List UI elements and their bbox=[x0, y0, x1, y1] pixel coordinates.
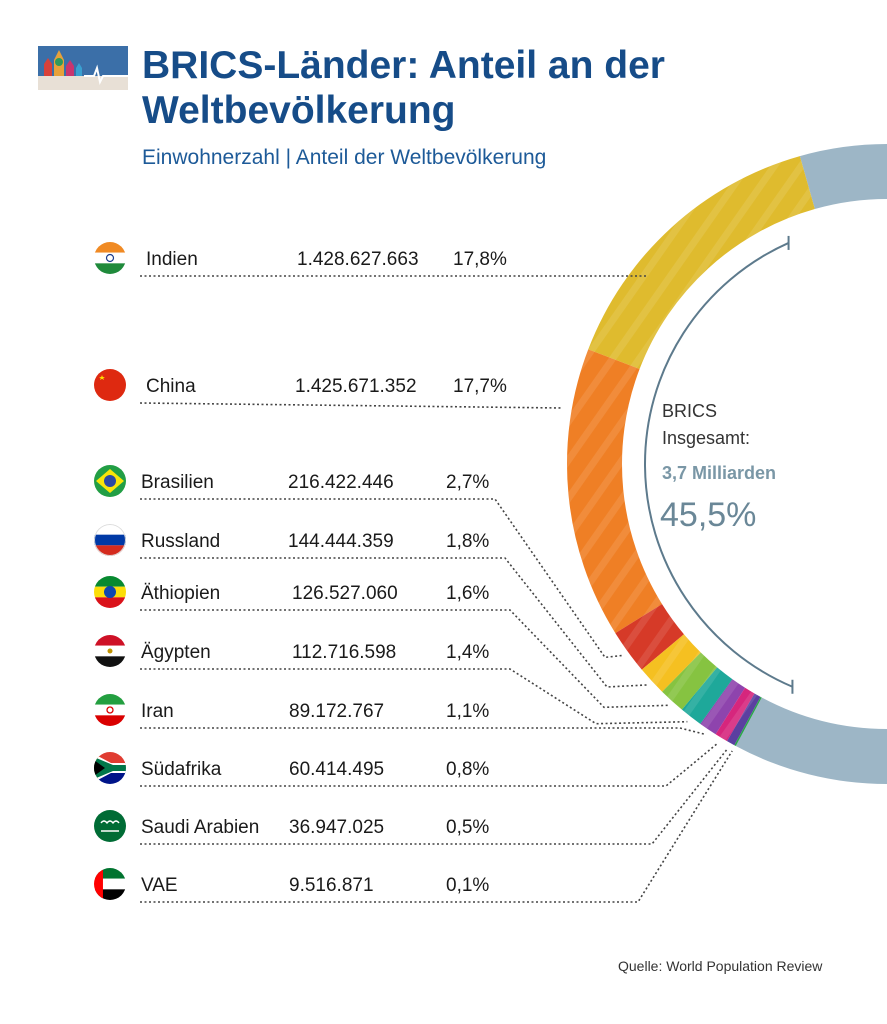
share-aegypten: 1,4% bbox=[446, 642, 489, 663]
center-share-value: 45,5% bbox=[660, 496, 756, 534]
brazil-flag-icon bbox=[94, 465, 126, 497]
share-aethiopien: 1,6% bbox=[446, 583, 489, 604]
population-china: 1.425.671.352 bbox=[295, 376, 417, 397]
population-indien: 1.428.627.663 bbox=[297, 249, 419, 270]
segment-texture-indien bbox=[588, 156, 815, 370]
kremlin-logo-icon bbox=[38, 46, 128, 90]
row-suedafrika: Südafrika 60.414.495 0,8% bbox=[94, 752, 489, 784]
country-name-vae: VAE bbox=[141, 875, 178, 896]
leader-line-aethiopien bbox=[140, 609, 668, 709]
center-total-value: 3,7 Milliarden bbox=[662, 463, 776, 483]
row-russland: Russland 144.444.359 1,8% bbox=[94, 524, 489, 556]
row-china: China 1.425.671.352 17,7% bbox=[94, 369, 507, 401]
country-name-indien: Indien bbox=[146, 249, 198, 270]
leader-line-suedafrika bbox=[140, 742, 719, 787]
population-iran: 89.172.767 bbox=[289, 701, 384, 722]
south-africa-flag-icon bbox=[94, 752, 126, 784]
page-title-line-2: Weltbevölkerung bbox=[142, 89, 456, 132]
segment-texture-suedafrika bbox=[715, 687, 755, 742]
leader-line-china bbox=[139, 402, 563, 409]
share-suedafrika: 0,8% bbox=[446, 759, 489, 780]
row-aegypten: Ägypten 112.716.598 1,4% bbox=[94, 635, 489, 667]
center-label-total: Insgesamt: bbox=[662, 428, 750, 448]
segment-texture-aegypten bbox=[681, 667, 733, 724]
leader-line-brasilien bbox=[140, 498, 624, 659]
bracket-arc bbox=[644, 242, 793, 688]
population-saudi-arabien: 36.947.025 bbox=[289, 817, 384, 838]
country-name-suedafrika: Südafrika bbox=[141, 759, 222, 780]
page-subtitle: Einwohnerzahl | Anteil der Weltbevölkeru… bbox=[142, 146, 547, 169]
segment-texture-vae bbox=[734, 696, 762, 747]
segment-texture-russland bbox=[641, 634, 701, 692]
segment-texture-china bbox=[567, 349, 663, 634]
rest-of-world-arc-bottom bbox=[735, 697, 887, 784]
page-title-line-1: BRICS-Länder: Anteil an der bbox=[142, 44, 665, 87]
leader-line-russland bbox=[140, 557, 648, 688]
segment-texture-brasilien bbox=[615, 604, 684, 670]
row-brasilien: Brasilien 216.422.446 2,7% bbox=[94, 465, 489, 497]
brics-logo bbox=[38, 46, 128, 90]
share-brasilien: 2,7% bbox=[446, 472, 489, 493]
row-indien: Indien 1.428.627.663 17,8% bbox=[94, 242, 507, 274]
population-aegypten: 112.716.598 bbox=[292, 642, 396, 663]
country-name-saudi-arabien: Saudi Arabien bbox=[141, 817, 259, 838]
segment-texture-saudi-arabien bbox=[727, 693, 761, 746]
leader-line-iran bbox=[140, 727, 705, 735]
segment-texture-aethiopien bbox=[662, 652, 718, 710]
population-suedafrika: 60.414.495 bbox=[289, 759, 384, 780]
share-saudi-arabien: 0,5% bbox=[446, 817, 489, 838]
india-flag-icon bbox=[94, 242, 126, 274]
row-iran: Iran 89.172.767 1,1% bbox=[94, 694, 489, 726]
share-china: 17,7% bbox=[453, 376, 507, 397]
population-brasilien: 216.422.446 bbox=[288, 472, 394, 493]
uae-flag-icon bbox=[94, 868, 126, 900]
share-iran: 1,1% bbox=[446, 701, 489, 722]
country-name-brasilien: Brasilien bbox=[141, 472, 214, 493]
share-indien: 17,8% bbox=[453, 249, 507, 270]
rest-of-world-arc-top bbox=[799, 144, 887, 210]
population-russland: 144.444.359 bbox=[288, 531, 394, 552]
population-aethiopien: 126.527.060 bbox=[292, 583, 398, 604]
country-list: Indien 1.428.627.663 17,8% China 1.425.671.3… bbox=[94, 242, 507, 900]
row-saudi-arabien: Saudi Arabien 36.947.025 0,5% bbox=[94, 810, 489, 842]
country-name-aegypten: Ägypten bbox=[141, 642, 211, 663]
center-summary: BRICS Insgesamt: 3,7 Milliarden 45,5% bbox=[660, 401, 776, 534]
donut-ring bbox=[567, 144, 887, 784]
population-vae: 9.516.871 bbox=[289, 875, 374, 896]
leader-line-vae bbox=[140, 750, 733, 903]
country-name-aethiopien: Äthiopien bbox=[141, 583, 220, 604]
china-flag-icon bbox=[94, 369, 126, 401]
row-aethiopien: Äthiopien 126.527.060 1,6% bbox=[94, 576, 489, 608]
egypt-flag-icon bbox=[94, 635, 126, 667]
source-note: Quelle: World Population Review bbox=[618, 958, 823, 974]
share-vae: 0,1% bbox=[446, 875, 489, 896]
center-bracket bbox=[644, 235, 794, 694]
segment-texture-iran bbox=[700, 679, 746, 735]
russia-flag-icon bbox=[94, 524, 126, 556]
iran-flag-icon bbox=[94, 694, 126, 726]
leader-line-aegypten bbox=[140, 668, 688, 725]
country-name-russland: Russland bbox=[141, 531, 220, 552]
center-label-brics: BRICS bbox=[662, 401, 717, 421]
row-vae: VAE 9.516.871 0,1% bbox=[94, 868, 489, 900]
leader-lines bbox=[139, 275, 733, 903]
saudi-arabia-flag-icon bbox=[94, 810, 126, 842]
country-name-china: China bbox=[146, 376, 196, 397]
country-name-iran: Iran bbox=[141, 701, 174, 722]
share-russland: 1,8% bbox=[446, 531, 489, 552]
ethiopia-flag-icon bbox=[94, 576, 126, 608]
